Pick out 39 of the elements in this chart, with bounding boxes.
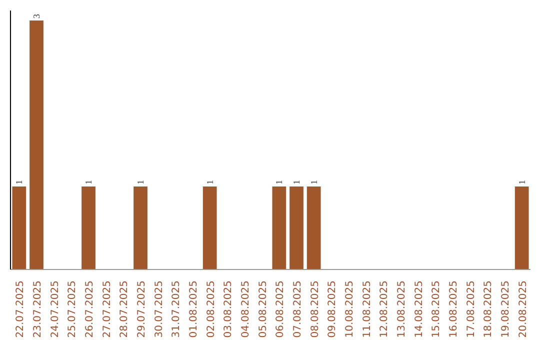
data-label: 1 — [516, 180, 527, 184]
x-tick-label: 07.08.2025 — [292, 280, 304, 338]
x-tick-label: 19.08.2025 — [500, 280, 512, 338]
data-label: 1 — [84, 180, 94, 184]
x-tick-label: 23.07.2025 — [32, 280, 44, 338]
x-tick-label: 13.08.2025 — [396, 280, 408, 338]
x-tick-label: 17.08.2025 — [466, 280, 477, 338]
x-tick-label: 14.08.2025 — [414, 280, 425, 338]
x-tick-label: 18.08.2025 — [483, 280, 494, 338]
x-tick-label: 20.08.2025 — [518, 280, 529, 338]
data-label: 1 — [274, 180, 284, 184]
x-tick-label: 06.08.2025 — [275, 280, 286, 338]
x-tick-label: 05.08.2025 — [258, 280, 269, 338]
data-label: 1 — [14, 180, 24, 184]
x-tick-label: 10.08.2025 — [344, 280, 356, 338]
data-label: 1 — [292, 180, 302, 184]
x-tick-label: 30.07.2025 — [154, 280, 165, 338]
x-tick-label: 09.08.2025 — [327, 280, 338, 338]
x-tick-label: 29.07.2025 — [136, 280, 148, 338]
x-tick-label: 25.07.2025 — [67, 280, 78, 338]
x-tick-label: 16.08.2025 — [448, 280, 460, 338]
data-label: 1 — [136, 180, 146, 184]
x-tick-label: 15.08.2025 — [431, 280, 442, 338]
x-tick-label: 08.08.2025 — [310, 280, 321, 338]
x-tick-label: 04.08.2025 — [240, 280, 252, 338]
x-tick-label: 01.08.2025 — [188, 280, 200, 338]
x-tick-label: 22.07.2025 — [15, 280, 26, 338]
x-tick-label: 27.07.2025 — [102, 280, 113, 338]
x-tick-label: 28.07.2025 — [119, 280, 130, 338]
x-tick-label: 11.08.2025 — [362, 280, 373, 338]
data-label: 3 — [32, 13, 42, 18]
x-tick-label: 02.08.2025 — [206, 280, 217, 338]
x-tick-label: 03.08.2025 — [223, 280, 234, 338]
data-label: 1 — [204, 180, 215, 184]
x-tick-label: 26.07.2025 — [84, 280, 96, 338]
x-tick-label: 31.07.2025 — [171, 280, 182, 338]
data-label: 1 — [308, 180, 319, 184]
x-tick-label: 24.07.2025 — [50, 280, 61, 338]
x-tick-label: 12.08.2025 — [379, 280, 390, 338]
